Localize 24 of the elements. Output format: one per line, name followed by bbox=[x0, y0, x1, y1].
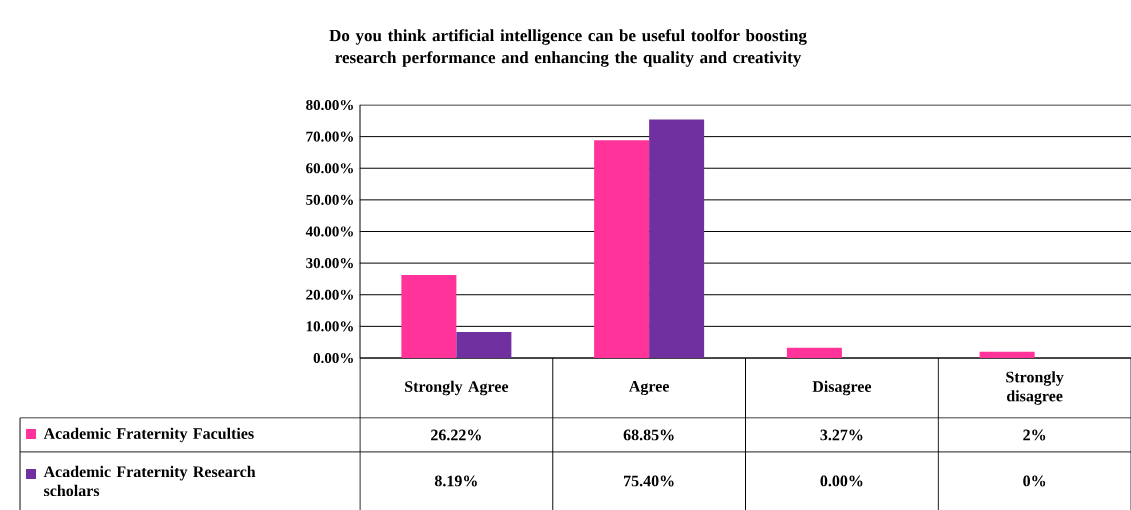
data-label: 2% bbox=[1023, 429, 1046, 441]
y-tick-label: 30.00% bbox=[306, 258, 353, 269]
data-label: 26.22% bbox=[431, 429, 481, 441]
legend-label: Academic Fraternity Faculties bbox=[43, 427, 254, 443]
y-tick-label: 10.00% bbox=[306, 321, 353, 332]
x-tick-label: Agree bbox=[629, 380, 669, 396]
data-label: 75.40% bbox=[624, 475, 674, 487]
y-tick-label: 60.00% bbox=[306, 163, 353, 174]
data-label: 8.19% bbox=[434, 475, 477, 487]
data-label: 68.85% bbox=[623, 429, 674, 441]
y-tick-label: 0.00% bbox=[313, 352, 353, 364]
y-tick-label: 50.00% bbox=[306, 194, 353, 205]
chart-title: Do you think artificial intelligence can be useful toolfor boosting research performance and enhancing the quality and creativity bbox=[329, 29, 807, 67]
y-tick-label: 70.00% bbox=[306, 131, 353, 142]
x-tick-label: Disagree bbox=[812, 380, 872, 396]
legend-label: Academic Fraternity Research scholars bbox=[43, 465, 256, 497]
data-label: 3.27% bbox=[820, 429, 863, 441]
data-label: 0% bbox=[1023, 475, 1046, 487]
data-label: 0.00% bbox=[820, 475, 863, 487]
x-tick-label: Strongly disagree bbox=[1006, 371, 1064, 405]
x-tick-label: Strongly Agree bbox=[405, 380, 509, 396]
y-tick-label: 40.00% bbox=[305, 226, 353, 237]
y-tick-label: 80.00% bbox=[306, 99, 353, 111]
y-tick-label: 20.00% bbox=[306, 289, 353, 300]
